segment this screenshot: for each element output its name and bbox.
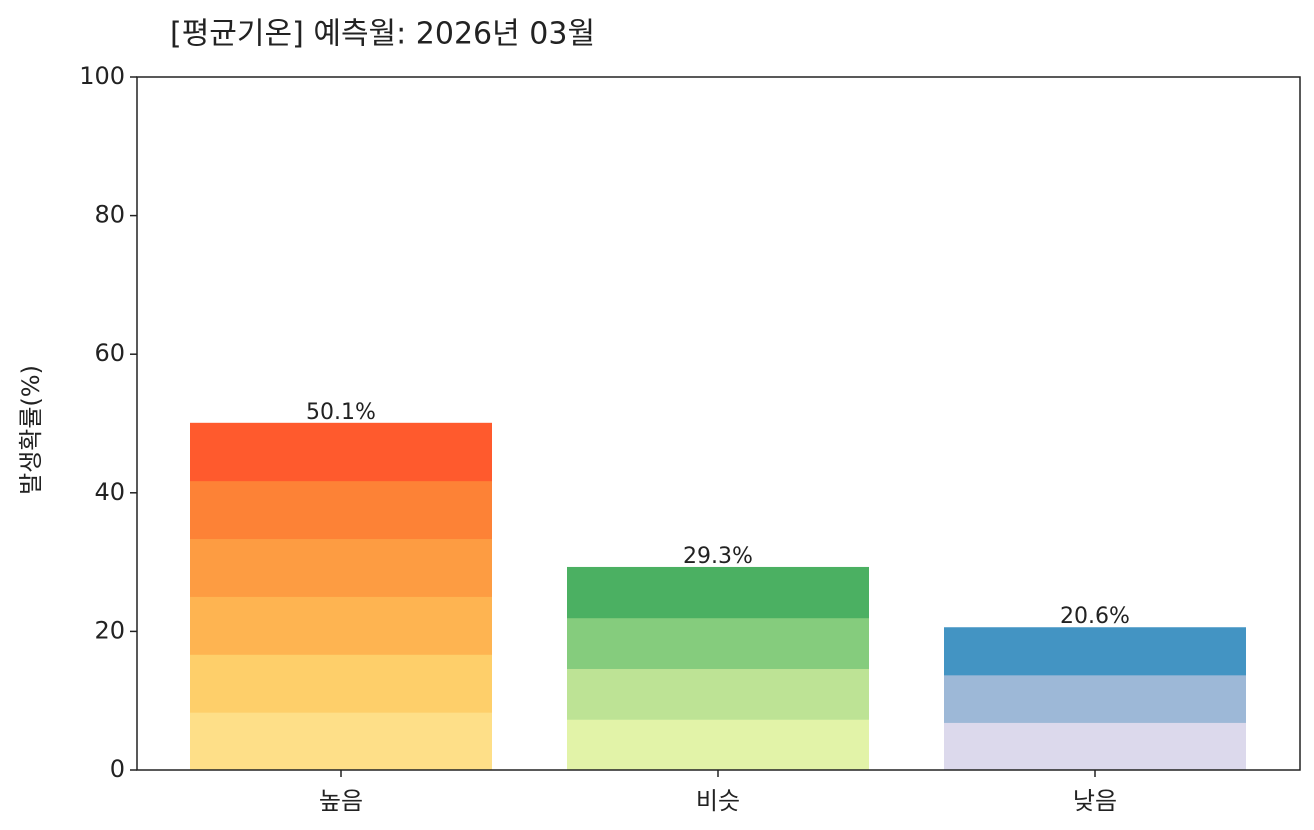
bar-group (944, 627, 1246, 771)
bar-group (190, 422, 492, 771)
value-label: 20.6% (1060, 604, 1130, 629)
bar-shade (944, 627, 1246, 676)
y-tick-label: 60 (94, 339, 125, 367)
x-tick-label: 높음 (319, 787, 363, 815)
bar-shade (567, 617, 869, 669)
y-tick-label: 0 (110, 755, 125, 783)
y-tick-label: 40 (94, 478, 125, 506)
x-tick-label: 낮음 (1073, 787, 1117, 815)
bar-shade (190, 538, 492, 597)
bar-shade (567, 668, 869, 720)
x-tick-label: 비슷 (696, 787, 740, 815)
y-tick-label: 80 (94, 201, 125, 229)
chart-title: [평균기온] 예측월: 2026년 03월 (170, 17, 595, 52)
bar-shade (190, 654, 492, 713)
bar-shade (567, 719, 869, 771)
bar-shade (190, 422, 492, 482)
bar-shade (190, 480, 492, 540)
bar-shade (944, 722, 1246, 771)
y-axis-label: 발생확률(%) (17, 365, 45, 495)
bar-shade (944, 674, 1246, 723)
plot-frame (136, 76, 1301, 771)
bar-group (567, 566, 869, 771)
value-label: 29.3% (683, 544, 753, 569)
y-tick-label: 100 (79, 62, 125, 90)
y-tick-label: 20 (94, 616, 125, 644)
bar-shade (567, 566, 869, 619)
bar-shade (190, 596, 492, 655)
value-label: 50.1% (306, 400, 376, 425)
bar-shade (190, 712, 492, 771)
